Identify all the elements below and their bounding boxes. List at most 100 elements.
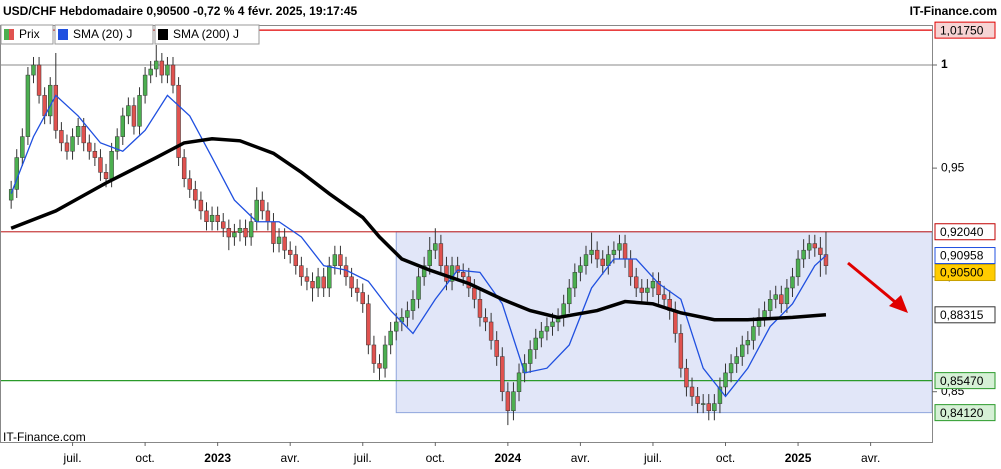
legend-swatch xyxy=(58,29,68,40)
candle-body xyxy=(695,396,700,404)
candle-body xyxy=(589,249,594,255)
candle-body xyxy=(354,287,360,293)
candle-body xyxy=(645,287,650,293)
candle-body xyxy=(500,356,505,392)
x-tick-label: juil. xyxy=(353,451,372,465)
candle-body xyxy=(801,249,806,260)
candle-body xyxy=(81,125,86,144)
plot-frame xyxy=(0,25,933,443)
candle-body xyxy=(142,74,148,96)
candle-body xyxy=(628,258,633,278)
candle-body xyxy=(678,333,684,369)
candle-body xyxy=(154,60,159,70)
price-box xyxy=(934,404,996,422)
x-tick-label: avr. xyxy=(281,451,300,465)
candle-body xyxy=(751,326,756,341)
candle-body xyxy=(103,172,109,179)
candle-body xyxy=(684,367,689,388)
candle-body xyxy=(260,199,265,212)
candle-body xyxy=(712,403,717,411)
x-tick-label: juil. xyxy=(643,451,662,465)
candle-body xyxy=(812,243,818,249)
candle-body xyxy=(204,210,209,222)
legend-label: Prix xyxy=(19,27,40,41)
candle-body xyxy=(137,95,142,127)
candle-body xyxy=(20,136,25,158)
candle-body xyxy=(388,330,393,346)
candle-body xyxy=(193,189,198,201)
price-label: 1,01750 xyxy=(940,23,984,37)
candle-body xyxy=(544,326,550,332)
candle-body xyxy=(689,386,695,397)
candle-body xyxy=(767,299,773,311)
candle-body xyxy=(349,276,354,289)
legend-swatch xyxy=(9,29,14,40)
candle-body xyxy=(505,391,511,411)
candle-body xyxy=(59,130,64,144)
candle-body xyxy=(148,68,153,76)
candle-body xyxy=(87,142,92,152)
candle-body xyxy=(745,340,751,346)
candle-body xyxy=(472,287,477,300)
candle-body xyxy=(594,249,600,260)
candle-body xyxy=(64,142,70,152)
candle-body xyxy=(539,330,544,339)
candle-body xyxy=(394,321,399,332)
candle-body xyxy=(232,232,237,238)
price-box xyxy=(934,21,996,39)
candle-body xyxy=(511,391,516,411)
candle-body xyxy=(673,310,678,334)
x-tick-label: 2023 xyxy=(204,451,231,465)
candle-body xyxy=(740,344,745,357)
candle-body xyxy=(516,372,522,392)
candle-body xyxy=(243,228,248,238)
legend-box xyxy=(54,24,154,45)
candle-body xyxy=(807,243,812,251)
candle-body xyxy=(706,403,711,411)
x-tick-label: avr. xyxy=(571,451,590,465)
candle-body xyxy=(304,276,310,282)
candle-body xyxy=(377,363,382,369)
candle-body xyxy=(734,356,739,364)
x-tick-label: juil. xyxy=(63,451,82,465)
candle-body xyxy=(416,276,421,300)
arrow-head xyxy=(889,295,908,313)
candle-body xyxy=(282,236,287,251)
candle-body xyxy=(634,276,639,289)
candle-body xyxy=(254,199,259,222)
candle-body xyxy=(114,136,120,152)
candle-body xyxy=(293,254,298,266)
candle-body xyxy=(327,265,332,289)
price-label: 0,90958 xyxy=(940,249,984,263)
price-label: 0,92040 xyxy=(940,225,984,239)
candle-body xyxy=(181,157,187,179)
price-label: 0,88315 xyxy=(940,308,984,322)
candle-body xyxy=(617,243,622,251)
candle-body xyxy=(449,265,455,282)
price-label: 0,84120 xyxy=(940,406,984,420)
candle-body xyxy=(159,60,165,76)
candle-body xyxy=(656,281,661,296)
candle-body xyxy=(265,210,271,222)
candle-body xyxy=(823,254,829,266)
legend-label: SMA (20) J xyxy=(73,27,132,41)
candle-body xyxy=(795,258,801,278)
candle-body xyxy=(483,317,488,323)
candle-body xyxy=(790,276,795,289)
candle-body xyxy=(773,294,778,300)
candle-body xyxy=(818,247,823,255)
candle-body xyxy=(98,157,103,173)
legend-box xyxy=(154,24,260,45)
sma-line xyxy=(10,94,827,398)
price-label: 0,85470 xyxy=(940,374,984,388)
candle-body xyxy=(126,105,131,117)
candle-body xyxy=(332,254,338,266)
candle-body xyxy=(438,243,444,266)
candle-body xyxy=(762,310,767,318)
candle-body xyxy=(527,349,533,364)
y-tick-label: 0,95 xyxy=(941,160,965,174)
candle-body xyxy=(533,337,538,350)
candle-body xyxy=(455,265,460,273)
candle-body xyxy=(36,64,42,96)
